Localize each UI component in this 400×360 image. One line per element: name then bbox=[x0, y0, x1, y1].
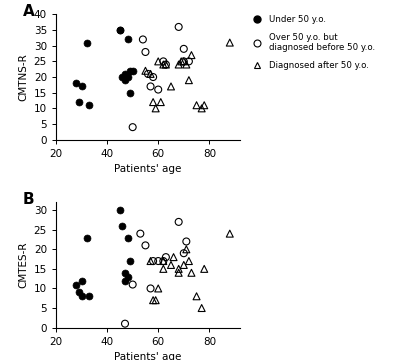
X-axis label: Patients' age: Patients' age bbox=[114, 164, 182, 174]
Point bbox=[76, 99, 82, 105]
Point bbox=[130, 124, 136, 130]
Point bbox=[180, 46, 187, 52]
Point bbox=[186, 258, 192, 264]
Point bbox=[124, 274, 131, 280]
Point bbox=[160, 58, 166, 64]
Point bbox=[160, 258, 166, 264]
Point bbox=[84, 235, 90, 240]
Point bbox=[124, 74, 131, 80]
Point bbox=[124, 37, 131, 42]
Point bbox=[158, 99, 164, 105]
Point bbox=[188, 52, 195, 58]
Point bbox=[150, 99, 156, 105]
Point bbox=[78, 293, 85, 299]
Point bbox=[176, 270, 182, 276]
Point bbox=[180, 262, 187, 268]
Y-axis label: CMTNS-R: CMTNS-R bbox=[18, 53, 28, 101]
Point bbox=[160, 266, 166, 272]
Point bbox=[178, 58, 184, 64]
Point bbox=[201, 266, 208, 272]
Point bbox=[122, 270, 128, 276]
Point bbox=[155, 58, 162, 64]
Point bbox=[180, 58, 187, 64]
X-axis label: Patients' age: Patients' age bbox=[114, 352, 182, 360]
Point bbox=[130, 282, 136, 287]
Point bbox=[117, 27, 123, 33]
Point bbox=[147, 285, 154, 291]
Point bbox=[127, 68, 133, 74]
Point bbox=[150, 74, 156, 80]
Point bbox=[160, 62, 166, 67]
Point bbox=[226, 40, 233, 45]
Point bbox=[176, 266, 182, 272]
Point bbox=[155, 285, 162, 291]
Point bbox=[122, 321, 128, 327]
Point bbox=[73, 282, 80, 287]
Point bbox=[155, 87, 162, 93]
Point bbox=[176, 219, 182, 225]
Point bbox=[86, 293, 92, 299]
Point bbox=[140, 37, 146, 42]
Point bbox=[155, 258, 162, 264]
Point bbox=[168, 84, 174, 89]
Point bbox=[180, 58, 187, 64]
Point bbox=[150, 258, 156, 264]
Point bbox=[124, 235, 131, 240]
Point bbox=[201, 102, 208, 108]
Point bbox=[127, 90, 133, 95]
Point bbox=[188, 270, 195, 276]
Point bbox=[76, 289, 82, 295]
Point bbox=[130, 68, 136, 74]
Point bbox=[117, 27, 123, 33]
Point bbox=[147, 71, 154, 77]
Point bbox=[122, 77, 128, 83]
Point bbox=[193, 102, 200, 108]
Point bbox=[186, 58, 192, 64]
Text: B: B bbox=[23, 192, 34, 207]
Point bbox=[186, 77, 192, 83]
Point bbox=[198, 105, 205, 111]
Point bbox=[137, 231, 144, 237]
Point bbox=[122, 278, 128, 284]
Point bbox=[86, 102, 92, 108]
Point bbox=[176, 62, 182, 67]
Point bbox=[147, 84, 154, 89]
Point bbox=[147, 258, 154, 264]
Point bbox=[152, 297, 159, 303]
Point bbox=[117, 207, 123, 213]
Point bbox=[183, 246, 190, 252]
Point bbox=[198, 305, 205, 311]
Point bbox=[160, 258, 166, 264]
Point bbox=[119, 74, 126, 80]
Point bbox=[145, 71, 151, 77]
Text: A: A bbox=[23, 4, 35, 19]
Point bbox=[176, 24, 182, 30]
Point bbox=[163, 62, 169, 67]
Point bbox=[150, 297, 156, 303]
Point bbox=[163, 62, 169, 67]
Point bbox=[142, 49, 149, 55]
Point bbox=[152, 105, 159, 111]
Point bbox=[78, 278, 85, 284]
Legend: Under 50 y.o., Over 50 y.o. but
diagnosed before 50 y.o., Diagnosed after 50 y.o: Under 50 y.o., Over 50 y.o. but diagnose… bbox=[248, 15, 375, 70]
Point bbox=[168, 262, 174, 268]
Point bbox=[142, 243, 149, 248]
Point bbox=[73, 80, 80, 86]
Point bbox=[163, 254, 169, 260]
Point bbox=[127, 258, 133, 264]
Point bbox=[193, 293, 200, 299]
Y-axis label: CMTES-R: CMTES-R bbox=[18, 242, 28, 288]
Point bbox=[170, 254, 177, 260]
Point bbox=[180, 250, 187, 256]
Point bbox=[119, 223, 126, 229]
Point bbox=[78, 84, 85, 89]
Point bbox=[142, 68, 149, 74]
Point bbox=[226, 231, 233, 237]
Point bbox=[122, 71, 128, 77]
Point bbox=[183, 62, 190, 67]
Point bbox=[183, 239, 190, 244]
Point bbox=[84, 40, 90, 45]
